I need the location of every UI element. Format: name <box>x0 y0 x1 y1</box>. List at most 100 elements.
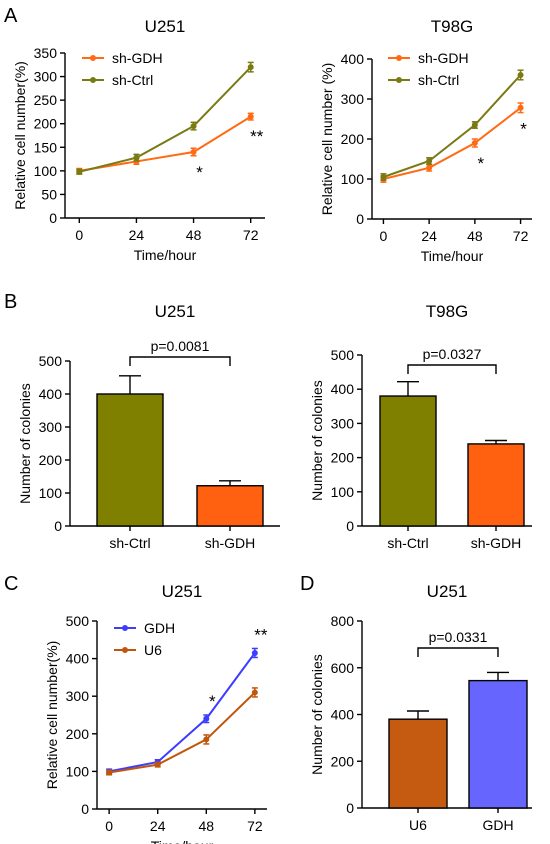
a2-legend-label: sh-Ctrl <box>418 72 459 88</box>
a1-data-point <box>76 168 83 175</box>
a1-y-tick-label: 150 <box>34 139 58 155</box>
a1-significance-mark: ** <box>250 127 264 146</box>
a2-x-tick-label: 48 <box>467 228 483 244</box>
b1-y-tick-label: 100 <box>39 485 63 501</box>
c-y-tick-label: 500 <box>66 613 90 629</box>
a2-x-tick-label: 24 <box>421 228 437 244</box>
a2-x-tick-label: 72 <box>513 228 529 244</box>
d-title: U251 <box>427 582 468 601</box>
b2-bar-sh-ctrl <box>379 395 437 527</box>
a1-x-tick-label: 0 <box>75 227 83 243</box>
b1-category-label: sh-GDH <box>205 535 256 551</box>
a1-y-axis-label: Relative cell number(%) <box>12 61 28 210</box>
b2-y-axis-label: Number of colonies <box>309 380 325 501</box>
b2-title: T98G <box>426 302 469 321</box>
b1-bar-sh-ctrl <box>96 393 164 527</box>
a2-y-tick-label: 300 <box>341 91 365 107</box>
c-x-axis-label: Time/hour <box>151 838 214 844</box>
c-legend-marker <box>122 647 128 653</box>
d-category-label: U6 <box>409 817 427 833</box>
b2-category-label: sh-Ctrl <box>387 535 428 551</box>
a1-data-point <box>190 149 197 155</box>
c-series-line-gdh <box>108 652 256 773</box>
b1-significance-bracket <box>129 356 231 366</box>
d-p-value: p=0.0331 <box>429 629 488 645</box>
a1-data-point <box>133 154 140 161</box>
b2-y-tick-label: 0 <box>346 518 354 534</box>
a2-legend-label: sh-GDH <box>418 50 469 66</box>
c-data-point <box>154 761 161 768</box>
c-data-point <box>106 769 113 776</box>
a2-data-point <box>426 158 433 164</box>
a2-series-line-sh-ctrl <box>383 74 522 178</box>
c-data-point <box>203 736 210 743</box>
a1-data-point <box>247 64 254 71</box>
a1-y-tick-label: 350 <box>34 45 58 61</box>
b1-y-tick-label: 0 <box>54 518 62 534</box>
c-legend-marker <box>122 625 128 631</box>
c-data-point <box>251 689 258 696</box>
a1-legend-marker <box>90 55 96 61</box>
c-data-point <box>203 715 210 722</box>
b2-y-tick-label: 400 <box>331 381 355 397</box>
d-category-label: GDH <box>482 817 513 833</box>
c-x-tick-label: 72 <box>247 818 263 834</box>
a2-significance-mark: * <box>520 120 527 139</box>
a2-title: T98G <box>431 17 474 36</box>
c-series-line-u6 <box>108 691 256 774</box>
b1-y-tick-label: 300 <box>39 419 63 435</box>
c-legend-label: GDH <box>144 620 175 636</box>
d-y-tick-label: 600 <box>331 660 355 676</box>
c-y-tick-label: 100 <box>66 763 90 779</box>
a2-data-point <box>517 104 524 111</box>
panel-label-d: D <box>300 573 314 595</box>
b1-y-tick-label: 200 <box>39 452 63 468</box>
panel-label-a: A <box>4 5 18 27</box>
a2-x-tick-label: 0 <box>380 228 388 244</box>
b1-category-label: sh-Ctrl <box>109 535 150 551</box>
d-y-axis-label: Number of colonies <box>309 654 325 775</box>
a1-x-tick-label: 72 <box>243 227 259 243</box>
a1-legend-marker <box>90 77 96 83</box>
b2-y-tick-label: 100 <box>331 484 355 500</box>
a1-data-point <box>190 123 197 130</box>
b1-p-value: p=0.0081 <box>151 338 210 354</box>
a1-x-axis-label: Time/hour <box>134 247 197 263</box>
a1-y-tick-label: 50 <box>41 186 57 202</box>
a2-y-tick-label: 100 <box>341 171 365 187</box>
c-legend-label: U6 <box>144 642 162 658</box>
a2-legend-marker <box>396 77 402 83</box>
d-bar-u6 <box>388 718 448 809</box>
b2-y-tick-label: 200 <box>331 450 355 466</box>
b2-y-tick-label: 300 <box>331 415 355 431</box>
a1-y-tick-label: 0 <box>49 210 57 226</box>
a2-data-point <box>426 164 433 171</box>
a1-y-tick-label: 300 <box>34 69 58 85</box>
c-title: U251 <box>162 582 203 601</box>
b1-y-tick-label: 500 <box>39 353 63 369</box>
c-y-tick-label: 400 <box>66 651 90 667</box>
b2-bar-sh-gdh <box>467 443 525 527</box>
a1-y-tick-label: 200 <box>34 116 58 132</box>
d-significance-bracket <box>417 647 499 657</box>
d-y-tick-label: 0 <box>346 800 354 816</box>
a2-legend-marker <box>396 55 402 61</box>
b2-category-label: sh-GDH <box>471 535 522 551</box>
a1-legend-label: sh-GDH <box>112 50 163 66</box>
a2-data-point <box>471 122 478 128</box>
b2-significance-bracket <box>407 364 497 374</box>
c-data-point <box>251 649 258 656</box>
a2-y-tick-label: 200 <box>341 131 365 147</box>
c-x-tick-label: 24 <box>150 818 166 834</box>
c-y-axis-label: Relative cell number(%) <box>44 641 60 790</box>
a1-y-tick-label: 250 <box>34 92 58 108</box>
b1-title: U251 <box>155 302 196 321</box>
b1-y-tick-label: 400 <box>39 386 63 402</box>
a1-data-point <box>247 113 254 120</box>
a1-x-tick-label: 48 <box>186 227 202 243</box>
c-x-tick-label: 0 <box>105 818 113 834</box>
c-significance-mark: * <box>209 692 216 711</box>
d-y-tick-label: 200 <box>331 753 355 769</box>
c-x-tick-label: 48 <box>198 818 214 834</box>
